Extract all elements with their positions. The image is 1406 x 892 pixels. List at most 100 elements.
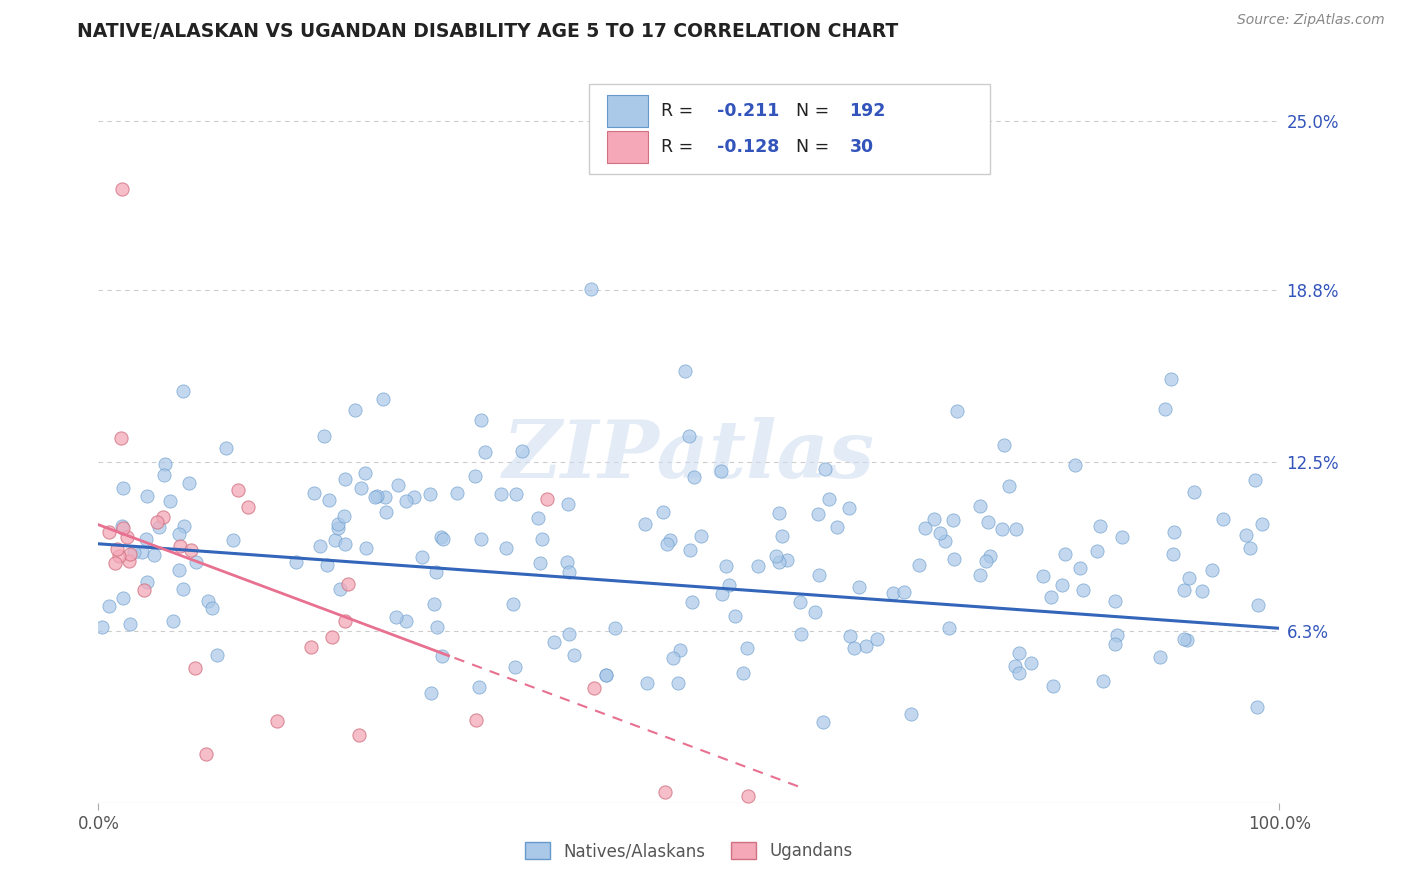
Point xyxy=(333,472,356,486)
Point xyxy=(134,583,156,598)
Point xyxy=(180,543,202,558)
Text: R =: R = xyxy=(661,102,699,120)
Point xyxy=(900,706,922,721)
Point xyxy=(928,526,950,541)
Point xyxy=(1239,541,1261,555)
Point xyxy=(974,553,997,567)
Point xyxy=(1042,679,1064,693)
Point xyxy=(1104,637,1126,651)
Point xyxy=(489,487,512,501)
Point xyxy=(153,457,176,471)
Point xyxy=(1111,531,1133,545)
Point xyxy=(474,445,496,459)
Point xyxy=(1091,673,1114,688)
Point xyxy=(432,532,454,546)
Point xyxy=(333,537,356,551)
Point xyxy=(108,549,131,564)
Point xyxy=(811,714,834,729)
Point xyxy=(111,182,134,196)
Point xyxy=(430,530,453,544)
Point xyxy=(1173,632,1195,647)
Point xyxy=(531,532,554,546)
Point xyxy=(770,529,793,543)
Point xyxy=(1042,807,1064,822)
Point xyxy=(1019,657,1042,671)
Point xyxy=(1069,561,1091,575)
Point xyxy=(446,486,468,500)
Point xyxy=(662,650,685,665)
Point xyxy=(145,515,167,529)
Point xyxy=(375,505,398,519)
Point xyxy=(464,469,486,483)
Point xyxy=(503,660,526,674)
Point xyxy=(658,533,681,547)
Point xyxy=(807,507,830,521)
Point xyxy=(914,521,936,535)
Point xyxy=(1090,519,1112,533)
Text: ZIPatlas: ZIPatlas xyxy=(503,417,875,495)
Point xyxy=(167,526,190,541)
Point xyxy=(326,521,349,535)
Point xyxy=(555,555,578,569)
Point xyxy=(1161,547,1184,561)
Point xyxy=(186,555,208,569)
Point xyxy=(922,512,945,526)
Point xyxy=(666,676,689,690)
Point xyxy=(1234,528,1257,542)
Point xyxy=(595,668,617,682)
Point xyxy=(104,556,127,570)
Point xyxy=(152,509,174,524)
Point xyxy=(510,443,533,458)
Point xyxy=(583,681,606,695)
Point xyxy=(717,578,740,592)
Point xyxy=(131,545,153,559)
Point xyxy=(266,714,288,728)
Point xyxy=(807,567,830,582)
Point xyxy=(673,364,696,378)
Point xyxy=(329,582,352,596)
Point xyxy=(364,490,387,504)
Point xyxy=(678,429,700,443)
Point xyxy=(162,615,184,629)
Point xyxy=(333,509,356,524)
Point xyxy=(536,491,558,506)
Point xyxy=(557,497,579,511)
Point xyxy=(215,441,238,455)
Point xyxy=(118,616,141,631)
Point xyxy=(1243,473,1265,487)
Point xyxy=(683,470,706,484)
Point xyxy=(387,478,409,492)
Point xyxy=(323,533,346,547)
Point xyxy=(969,567,991,582)
Point xyxy=(336,577,359,591)
Point xyxy=(1175,633,1198,648)
Point xyxy=(347,728,370,742)
Point xyxy=(844,640,866,655)
Point xyxy=(117,530,139,544)
Point xyxy=(385,610,408,624)
Point xyxy=(422,597,444,611)
Point xyxy=(681,595,703,609)
Point xyxy=(312,428,335,442)
Point xyxy=(302,486,325,500)
Point xyxy=(669,643,692,657)
Point xyxy=(907,558,929,573)
Point xyxy=(159,493,181,508)
Point xyxy=(172,384,194,398)
Point xyxy=(172,582,194,596)
Point xyxy=(1007,666,1029,681)
Point xyxy=(284,555,307,569)
Point xyxy=(943,552,966,566)
Text: -0.211: -0.211 xyxy=(717,102,780,120)
Text: N =: N = xyxy=(796,138,835,156)
Point xyxy=(425,565,447,579)
Point xyxy=(136,574,159,589)
Point xyxy=(1063,458,1085,473)
Point xyxy=(395,494,418,508)
Point xyxy=(1182,485,1205,500)
Point xyxy=(634,517,657,532)
Point xyxy=(711,587,734,601)
Point xyxy=(733,666,755,681)
Point xyxy=(825,520,848,534)
Point xyxy=(543,634,565,648)
